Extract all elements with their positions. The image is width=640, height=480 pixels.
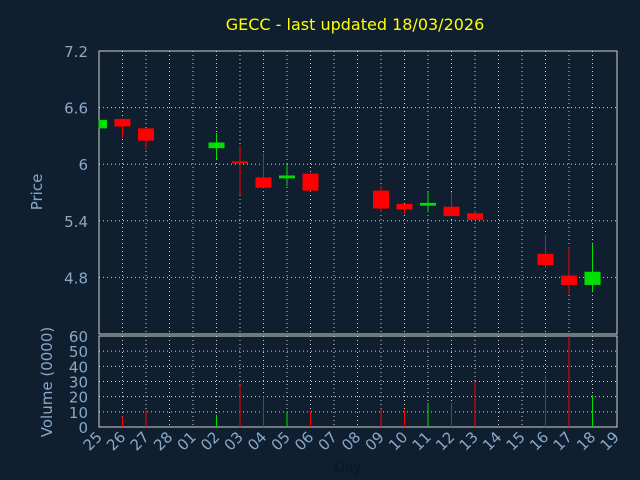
candle-body [561,275,577,285]
candle-body [396,203,413,210]
volume-bars [122,336,593,427]
volume-plot-frame [98,335,618,428]
price-y-ticks: 7.2 6.6 6 5.4 4.8 [64,43,88,287]
price-tick-label: 5.4 [64,213,88,231]
x-ticks: 2526272801020304050607080910111213141516… [80,428,623,454]
x-axis-label: Day [334,460,362,476]
candle-body [114,118,131,127]
candle-body [255,177,272,188]
volume-tick-label: 30 [69,374,88,392]
candle-body [279,175,295,179]
volume-tick-label: 60 [69,328,88,346]
volume-tick-label: 0 [78,419,88,437]
candle-body [443,206,460,217]
price-tick-label: 6.6 [64,100,88,118]
price-candles [98,118,601,295]
price-tick-label: 7.2 [64,43,88,61]
price-tick-label: 6 [78,156,88,174]
volume-tick-label: 40 [69,358,88,376]
candle-body [420,202,436,206]
volume-tick-label: 10 [69,404,88,422]
candle-body [208,142,225,149]
price-axis-label: Price [28,174,46,211]
candle-body [302,173,319,191]
candle-body [467,213,483,220]
candle-body [537,253,554,266]
candle-body [373,190,389,209]
candle-body [138,128,154,141]
chart-title: GECC - last updated 18/03/2026 [226,15,485,34]
volume-axis-label: Volume (0000) [38,327,56,437]
candle-body [232,161,248,164]
volume-tick-label: 50 [69,343,88,361]
price-tick-label: 4.8 [64,269,88,287]
candle-body [584,271,601,285]
volume-tick-label: 20 [69,389,88,407]
candle-body [99,119,107,129]
price-plot-frame [98,50,618,335]
